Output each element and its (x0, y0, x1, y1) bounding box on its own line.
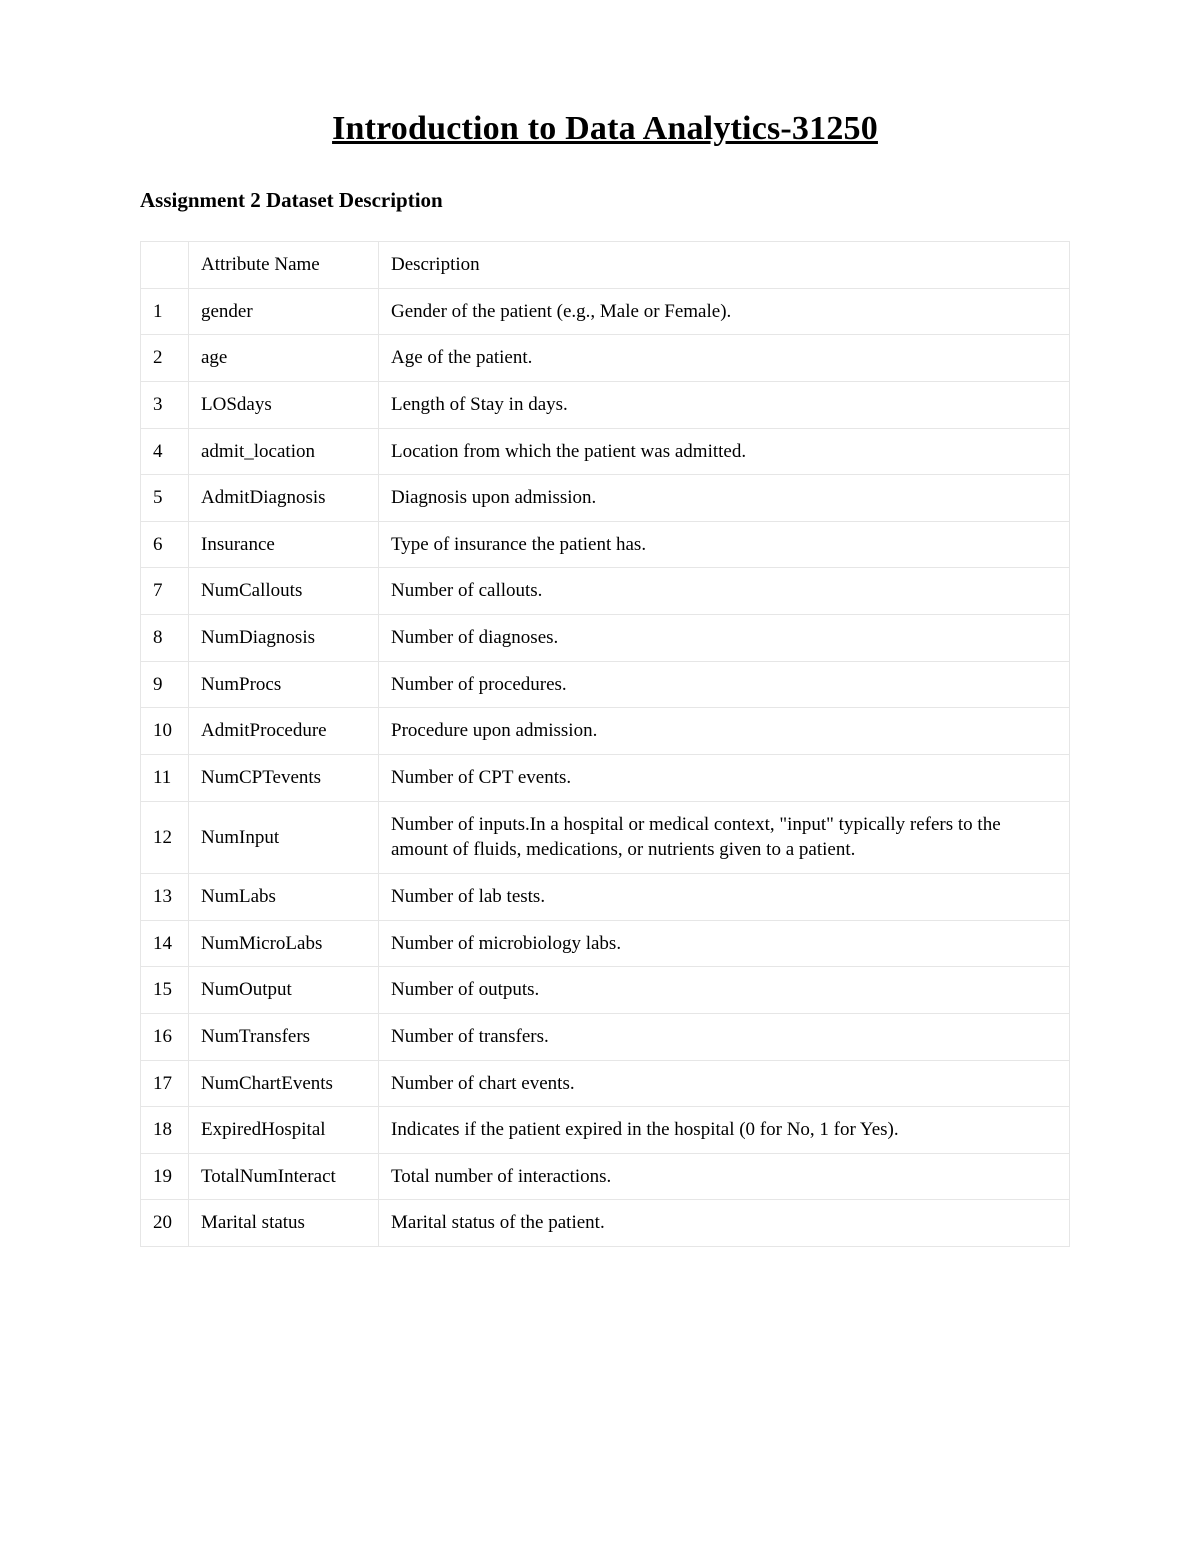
cell-index: 2 (141, 335, 189, 382)
cell-description: Number of chart events. (379, 1060, 1070, 1107)
cell-attribute-name: gender (189, 288, 379, 335)
cell-attribute-name: NumMicroLabs (189, 920, 379, 967)
table-row: 10AdmitProcedureProcedure upon admission… (141, 708, 1070, 755)
cell-attribute-name: LOSdays (189, 381, 379, 428)
cell-attribute-name: NumCPTevents (189, 755, 379, 802)
cell-attribute-name: ExpiredHospital (189, 1107, 379, 1154)
cell-index: 13 (141, 873, 189, 920)
table-header-row: Attribute Name Description (141, 242, 1070, 289)
cell-attribute-name: NumLabs (189, 873, 379, 920)
table-row: 7NumCalloutsNumber of callouts. (141, 568, 1070, 615)
cell-index: 18 (141, 1107, 189, 1154)
cell-description: Number of procedures. (379, 661, 1070, 708)
cell-attribute-name: NumProcs (189, 661, 379, 708)
cell-attribute-name: age (189, 335, 379, 382)
table-row: 2ageAge of the patient. (141, 335, 1070, 382)
cell-description: Gender of the patient (e.g., Male or Fem… (379, 288, 1070, 335)
cell-index: 12 (141, 801, 189, 873)
cell-description: Number of callouts. (379, 568, 1070, 615)
cell-index: 6 (141, 521, 189, 568)
cell-description: Location from which the patient was admi… (379, 428, 1070, 475)
cell-index: 1 (141, 288, 189, 335)
cell-index: 16 (141, 1013, 189, 1060)
cell-attribute-name: NumInput (189, 801, 379, 873)
table-row: 18ExpiredHospitalIndicates if the patien… (141, 1107, 1070, 1154)
table-row: 17NumChartEventsNumber of chart events. (141, 1060, 1070, 1107)
table-row: 6InsuranceType of insurance the patient … (141, 521, 1070, 568)
cell-description: Number of outputs. (379, 967, 1070, 1014)
cell-index: 10 (141, 708, 189, 755)
table-row: 15NumOutputNumber of outputs. (141, 967, 1070, 1014)
table-row: 13NumLabsNumber of lab tests. (141, 873, 1070, 920)
header-index (141, 242, 189, 289)
cell-index: 8 (141, 615, 189, 662)
attribute-table: Attribute Name Description 1genderGender… (140, 241, 1070, 1247)
table-row: 5AdmitDiagnosisDiagnosis upon admission. (141, 475, 1070, 522)
cell-index: 14 (141, 920, 189, 967)
table-row: 8NumDiagnosisNumber of diagnoses. (141, 615, 1070, 662)
attribute-table-body: 1genderGender of the patient (e.g., Male… (141, 288, 1070, 1246)
table-row: 16NumTransfersNumber of transfers. (141, 1013, 1070, 1060)
table-row: 9NumProcsNumber of procedures. (141, 661, 1070, 708)
header-attribute-name: Attribute Name (189, 242, 379, 289)
cell-attribute-name: AdmitDiagnosis (189, 475, 379, 522)
cell-attribute-name: Marital status (189, 1200, 379, 1247)
cell-description: Age of the patient. (379, 335, 1070, 382)
page-title: Introduction to Data Analytics-31250 (140, 110, 1070, 148)
cell-attribute-name: NumChartEvents (189, 1060, 379, 1107)
cell-index: 7 (141, 568, 189, 615)
cell-description: Length of Stay in days. (379, 381, 1070, 428)
cell-index: 19 (141, 1153, 189, 1200)
cell-description: Number of inputs.In a hospital or medica… (379, 801, 1070, 873)
cell-attribute-name: AdmitProcedure (189, 708, 379, 755)
table-row: 11NumCPTeventsNumber of CPT events. (141, 755, 1070, 802)
cell-description: Number of lab tests. (379, 873, 1070, 920)
cell-description: Diagnosis upon admission. (379, 475, 1070, 522)
table-row: 4admit_locationLocation from which the p… (141, 428, 1070, 475)
table-row: 14NumMicroLabsNumber of microbiology lab… (141, 920, 1070, 967)
cell-description: Total number of interactions. (379, 1153, 1070, 1200)
cell-index: 4 (141, 428, 189, 475)
cell-description: Number of transfers. (379, 1013, 1070, 1060)
cell-description: Marital status of the patient. (379, 1200, 1070, 1247)
cell-attribute-name: NumTransfers (189, 1013, 379, 1060)
cell-index: 3 (141, 381, 189, 428)
page: Introduction to Data Analytics-31250 Ass… (0, 0, 1200, 1553)
table-row: 3LOSdaysLength of Stay in days. (141, 381, 1070, 428)
cell-index: 9 (141, 661, 189, 708)
cell-index: 5 (141, 475, 189, 522)
cell-description: Number of diagnoses. (379, 615, 1070, 662)
cell-attribute-name: admit_location (189, 428, 379, 475)
cell-attribute-name: Insurance (189, 521, 379, 568)
cell-index: 15 (141, 967, 189, 1014)
header-description: Description (379, 242, 1070, 289)
cell-index: 20 (141, 1200, 189, 1247)
table-row: 1genderGender of the patient (e.g., Male… (141, 288, 1070, 335)
cell-description: Indicates if the patient expired in the … (379, 1107, 1070, 1154)
cell-attribute-name: NumOutput (189, 967, 379, 1014)
table-row: 19TotalNumInteractTotal number of intera… (141, 1153, 1070, 1200)
cell-attribute-name: TotalNumInteract (189, 1153, 379, 1200)
cell-attribute-name: NumDiagnosis (189, 615, 379, 662)
cell-description: Number of CPT events. (379, 755, 1070, 802)
table-row: 20Marital statusMarital status of the pa… (141, 1200, 1070, 1247)
cell-description: Type of insurance the patient has. (379, 521, 1070, 568)
cell-description: Number of microbiology labs. (379, 920, 1070, 967)
cell-description: Procedure upon admission. (379, 708, 1070, 755)
assignment-subtitle: Assignment 2 Dataset Description (140, 188, 1070, 213)
cell-attribute-name: NumCallouts (189, 568, 379, 615)
table-row: 12NumInputNumber of inputs.In a hospital… (141, 801, 1070, 873)
cell-index: 17 (141, 1060, 189, 1107)
cell-index: 11 (141, 755, 189, 802)
